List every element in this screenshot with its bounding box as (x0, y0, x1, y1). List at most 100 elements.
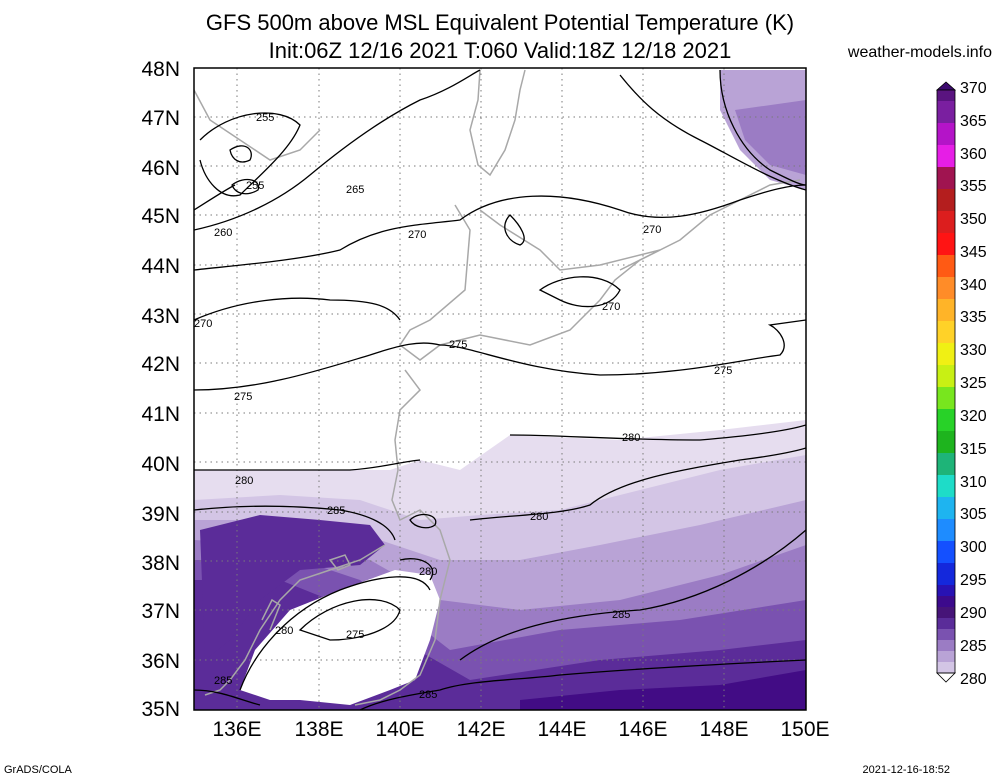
lon-label-150e: 150E (780, 718, 830, 741)
contour-270-loop (538, 276, 621, 308)
contour-label: 280 (235, 475, 253, 487)
coast-honshu-north (354, 369, 451, 706)
contour-label: 275 (346, 629, 364, 641)
contour-label: 285 (612, 609, 630, 621)
shading-layer (194, 70, 806, 710)
contour-label: 255 (246, 180, 264, 192)
site-credit: weather-models.info (847, 44, 992, 61)
lon-label-144e: 144E (537, 718, 587, 741)
contour-label: 285 (419, 689, 437, 701)
colorbar-label: 365 (960, 113, 987, 130)
contour-label: 275 (714, 365, 732, 377)
colorbar-label: 300 (960, 539, 987, 556)
lat-label-46n: 46N (141, 157, 180, 180)
contour-270-b (504, 214, 525, 246)
contour-label: 285 (214, 675, 232, 687)
contour-280-japan (239, 576, 431, 691)
lat-label-39n: 39N (141, 503, 180, 526)
coast-primorye (194, 89, 321, 161)
contour-285-south (194, 689, 261, 706)
contour-label: 275 (234, 391, 252, 403)
contour-layer (194, 69, 806, 710)
lat-label-43n: 43N (141, 305, 180, 328)
contour-label: 270 (643, 224, 661, 236)
contour-label: 275 (449, 339, 467, 351)
lon-label-140e: 140E (375, 718, 425, 741)
colorbar-label: 305 (960, 506, 987, 523)
colorbar-label: 315 (960, 441, 987, 458)
coast-honshu-west (204, 544, 386, 696)
lon-label-146e: 146E (618, 718, 668, 741)
coast-sado (328, 554, 352, 571)
lat-label-36n: 36N (141, 650, 180, 673)
contour-label: 280 (419, 566, 437, 578)
contour-label-layer: 255 255 265 260 270 270 270 270 275 275 … (194, 112, 732, 701)
colorbar-label: 360 (960, 146, 987, 163)
lat-label-38n: 38N (141, 552, 180, 575)
lat-label-47n: 47N (141, 107, 180, 130)
band-292 (520, 670, 806, 710)
colorbar-label: 295 (960, 572, 987, 589)
contour-280-mid (469, 447, 806, 521)
colorbar-label: 330 (960, 342, 987, 359)
lat-label-37n: 37N (141, 600, 180, 623)
contour-270-north (194, 184, 806, 271)
lat-label-41n: 41N (141, 403, 180, 426)
lon-label-136e: 136E (212, 718, 262, 741)
colorbar-label: 355 (960, 178, 987, 195)
contour-label: 280 (530, 511, 548, 523)
colorbar-label: 290 (960, 605, 987, 622)
contour-285 (194, 505, 396, 541)
contour-285-east (459, 529, 806, 661)
lon-label-138e: 138E (294, 718, 344, 741)
contour-label: 280 (622, 432, 640, 444)
coastline-layer (194, 69, 801, 706)
coast-hokkaido (398, 204, 661, 361)
map-title: GFS 500m above MSL Equivalent Potential … (205, 10, 795, 35)
contour-280-inner (399, 558, 434, 581)
contour-label: 280 (275, 625, 293, 637)
contour-label: 285 (327, 505, 345, 517)
contour-280-east (509, 424, 806, 441)
contour-255 (199, 112, 301, 197)
contour-ne (719, 69, 806, 186)
colorbar-label: 350 (960, 211, 987, 228)
colorbar-label: 280 (960, 671, 987, 688)
colorbar (935, 81, 957, 683)
contour-label: 265 (346, 184, 364, 196)
lat-label-44n: 44N (141, 255, 180, 278)
coast-kurils (619, 179, 801, 271)
contour-label: 270 (602, 301, 620, 313)
contour-label: 255 (256, 112, 274, 124)
colorbar-label: 335 (960, 309, 987, 326)
lat-label-45n: 45N (141, 205, 180, 228)
colorbar-label: 370 (960, 80, 987, 97)
contour-label: 260 (214, 227, 232, 239)
lat-label-42n: 42N (141, 353, 180, 376)
contour-275-japan (298, 598, 401, 641)
contour-label: 270 (408, 229, 426, 241)
contour-275 (194, 319, 806, 391)
footer-timestamp: 2021-12-16-18:52 (862, 764, 950, 776)
map-subtitle: Init:06Z 12/16 2021 T:060 Valid:18Z 12/1… (268, 38, 732, 63)
colorbar-label: 340 (960, 277, 987, 294)
contour-270-west (194, 297, 401, 321)
contour-260 (194, 184, 236, 211)
pool-kuril-inner (735, 100, 806, 175)
map-frame (193, 67, 807, 711)
colorbar-label: 320 (960, 408, 987, 425)
lat-label-48n: 48N (141, 58, 180, 81)
contour-255-inner (229, 145, 252, 163)
contour-255-b (231, 178, 260, 195)
lon-label-148e: 148E (699, 718, 749, 741)
lat-label-35n: 35N (141, 698, 180, 721)
contour-label: 270 (194, 318, 212, 330)
contour-265 (194, 69, 481, 231)
pool-sea-of-japan (200, 515, 385, 660)
colorbar-label: 310 (960, 474, 987, 491)
colorbar-label: 285 (960, 638, 987, 655)
coast-noto (261, 598, 281, 631)
footer-software: GrADS/COLA (4, 764, 72, 776)
contour-loop-tsugaru (409, 513, 437, 529)
